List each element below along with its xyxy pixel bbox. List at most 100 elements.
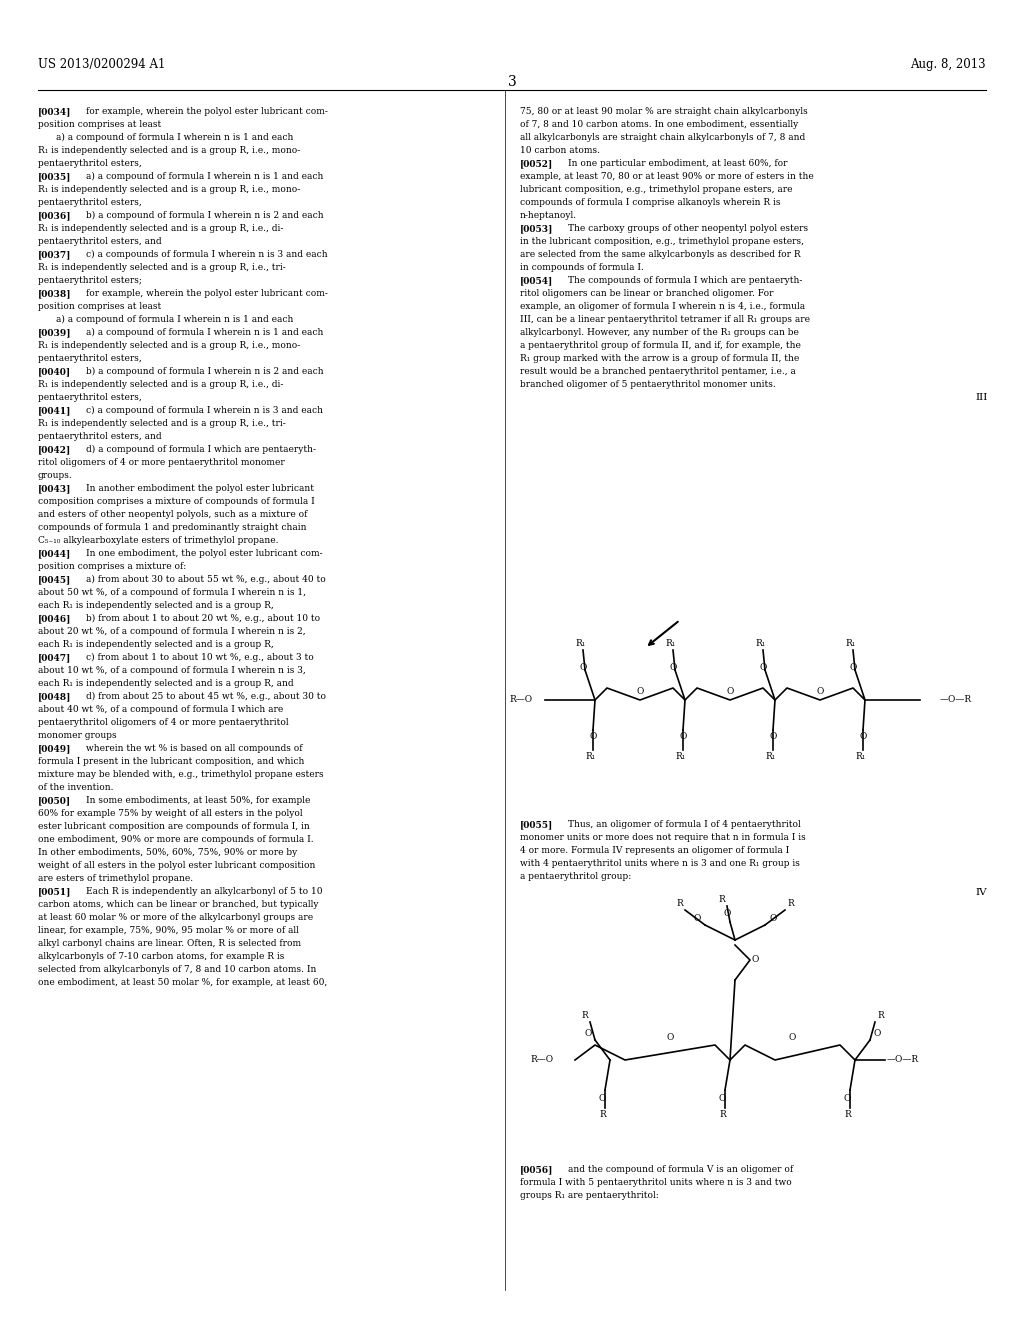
Text: 75, 80 or at least 90 molar % are straight chain alkylcarbonyls: 75, 80 or at least 90 molar % are straig…	[520, 107, 808, 116]
Text: O: O	[760, 663, 767, 672]
Text: compounds of formula I comprise alkanoyls wherein R is: compounds of formula I comprise alkanoyl…	[520, 198, 780, 207]
Text: R—O: R—O	[510, 696, 534, 705]
Text: Each R is independently an alkylcarbonyl of 5 to 10: Each R is independently an alkylcarbonyl…	[86, 887, 323, 896]
Text: [0039]: [0039]	[38, 327, 72, 337]
Text: position comprises a mixture of:: position comprises a mixture of:	[38, 562, 186, 572]
Text: R₁ is independently selected and is a group R, i.e., di-: R₁ is independently selected and is a gr…	[38, 224, 284, 234]
Text: [0055]: [0055]	[520, 820, 553, 829]
Text: pentaerythritol oligomers of 4 or more pentaerythritol: pentaerythritol oligomers of 4 or more p…	[38, 718, 289, 727]
Text: linear, for example, 75%, 90%, 95 molar % or more of all: linear, for example, 75%, 90%, 95 molar …	[38, 927, 299, 935]
Text: d) a compound of formula I which are pentaeryth-: d) a compound of formula I which are pen…	[86, 445, 316, 454]
Text: c) from about 1 to about 10 wt %, e.g., about 3 to: c) from about 1 to about 10 wt %, e.g., …	[86, 653, 313, 663]
Text: d) from about 25 to about 45 wt %, e.g., about 30 to: d) from about 25 to about 45 wt %, e.g.,…	[86, 692, 326, 701]
Text: [0052]: [0052]	[520, 158, 553, 168]
Text: O: O	[679, 733, 687, 741]
Text: R: R	[877, 1011, 884, 1020]
Text: R: R	[676, 899, 683, 908]
Text: R: R	[845, 1110, 851, 1119]
Text: wherein the wt % is based on all compounds of: wherein the wt % is based on all compoun…	[86, 744, 302, 752]
Text: example, at least 70, 80 or at least 90% or more of esters in the: example, at least 70, 80 or at least 90%…	[520, 172, 814, 181]
Text: R: R	[720, 1110, 726, 1119]
Text: R₁ is independently selected and is a group R, i.e., mono-: R₁ is independently selected and is a gr…	[38, 147, 300, 154]
Text: a) a compound of formula I wherein n is 1 and each: a) a compound of formula I wherein n is …	[56, 315, 293, 325]
Text: b) from about 1 to about 20 wt %, e.g., about 10 to: b) from about 1 to about 20 wt %, e.g., …	[86, 614, 321, 623]
Text: [0049]: [0049]	[38, 744, 72, 752]
Text: alkylcarbonyls of 7-10 carbon atoms, for example R is: alkylcarbonyls of 7-10 carbon atoms, for…	[38, 952, 285, 961]
Text: for example, wherein the polyol ester lubricant com-: for example, wherein the polyol ester lu…	[86, 107, 328, 116]
Text: all alkylcarbonyls are straight chain alkylcarbonyls of 7, 8 and: all alkylcarbonyls are straight chain al…	[520, 133, 805, 143]
Text: R₁: R₁	[766, 752, 776, 762]
Text: R: R	[600, 1110, 606, 1119]
Text: R: R	[718, 895, 725, 904]
Text: [0037]: [0037]	[38, 249, 72, 259]
Text: b) a compound of formula I wherein n is 2 and each: b) a compound of formula I wherein n is …	[86, 211, 324, 220]
Text: O: O	[585, 1030, 592, 1038]
Text: O: O	[873, 1030, 881, 1038]
Text: 3: 3	[508, 75, 516, 88]
Text: each R₁ is independently selected and is a group R,: each R₁ is independently selected and is…	[38, 640, 273, 649]
Text: 10 carbon atoms.: 10 carbon atoms.	[520, 147, 600, 154]
Text: O: O	[816, 686, 823, 696]
Text: ester lubricant composition are compounds of formula I, in: ester lubricant composition are compound…	[38, 822, 309, 832]
Text: groups R₁ are pentaerythritol:: groups R₁ are pentaerythritol:	[520, 1191, 658, 1200]
Text: about 40 wt %, of a compound of formula I which are: about 40 wt %, of a compound of formula …	[38, 705, 284, 714]
Text: [0041]: [0041]	[38, 407, 72, 414]
Text: [0048]: [0048]	[38, 692, 72, 701]
Text: and esters of other neopentyl polyols, such as a mixture of: and esters of other neopentyl polyols, s…	[38, 510, 307, 519]
Text: ritol oligomers can be linear or branched oligomer. For: ritol oligomers can be linear or branche…	[520, 289, 773, 298]
Text: R₁: R₁	[756, 639, 766, 648]
Text: pentaerythritol esters,: pentaerythritol esters,	[38, 158, 141, 168]
Text: a) a compound of formula I wherein n is 1 and each: a) a compound of formula I wherein n is …	[86, 327, 324, 337]
Text: about 10 wt %, of a compound of formula I wherein n is 3,: about 10 wt %, of a compound of formula …	[38, 667, 306, 675]
Text: [0056]: [0056]	[520, 1166, 553, 1173]
Text: example, an oligomer of formula I wherein n is 4, i.e., formula: example, an oligomer of formula I wherei…	[520, 302, 805, 312]
Text: of 7, 8 and 10 carbon atoms. In one embodiment, essentially: of 7, 8 and 10 carbon atoms. In one embo…	[520, 120, 799, 129]
Text: a pentaerythritol group of formula II, and if, for example, the: a pentaerythritol group of formula II, a…	[520, 341, 801, 350]
Text: O: O	[726, 686, 733, 696]
Text: each R₁ is independently selected and is a group R, and: each R₁ is independently selected and is…	[38, 678, 294, 688]
Text: [0038]: [0038]	[38, 289, 72, 298]
Text: Aug. 8, 2013: Aug. 8, 2013	[910, 58, 986, 71]
Text: pentaerythritol esters;: pentaerythritol esters;	[38, 276, 142, 285]
Text: composition comprises a mixture of compounds of formula I: composition comprises a mixture of compo…	[38, 498, 314, 506]
Text: branched oligomer of 5 pentaerythritol monomer units.: branched oligomer of 5 pentaerythritol m…	[520, 380, 776, 389]
Text: R₁ is independently selected and is a group R, i.e., tri-: R₁ is independently selected and is a gr…	[38, 263, 286, 272]
Text: O: O	[718, 1094, 726, 1104]
Text: —O—R: —O—R	[887, 1056, 920, 1064]
Text: O: O	[849, 663, 857, 672]
Text: selected from alkylcarbonyls of 7, 8 and 10 carbon atoms. In: selected from alkylcarbonyls of 7, 8 and…	[38, 965, 316, 974]
Text: a) a compound of formula I wherein n is 1 and each: a) a compound of formula I wherein n is …	[86, 172, 324, 181]
Text: c) a compounds of formula I wherein n is 3 and each: c) a compounds of formula I wherein n is…	[86, 249, 328, 259]
Text: c) a compound of formula I wherein n is 3 and each: c) a compound of formula I wherein n is …	[86, 407, 323, 414]
Text: R₁: R₁	[846, 639, 856, 648]
Text: O: O	[769, 733, 776, 741]
Text: each R₁ is independently selected and is a group R,: each R₁ is independently selected and is…	[38, 601, 273, 610]
Text: In one embodiment, the polyol ester lubricant com-: In one embodiment, the polyol ester lubr…	[86, 549, 323, 558]
Text: formula I present in the lubricant composition, and which: formula I present in the lubricant compo…	[38, 756, 304, 766]
Text: in the lubricant composition, e.g., trimethylol propane esters,: in the lubricant composition, e.g., trim…	[520, 238, 804, 246]
Text: monomer units or more does not require that n in formula I is: monomer units or more does not require t…	[520, 833, 806, 842]
Text: [0035]: [0035]	[38, 172, 72, 181]
Text: R₁: R₁	[666, 639, 676, 648]
Text: pentaerythritol esters,: pentaerythritol esters,	[38, 354, 141, 363]
Text: b) a compound of formula I wherein n is 2 and each: b) a compound of formula I wherein n is …	[86, 367, 324, 376]
Text: R₁: R₁	[586, 752, 596, 762]
Text: [0046]: [0046]	[38, 614, 72, 623]
Text: The carboxy groups of other neopentyl polyol esters: The carboxy groups of other neopentyl po…	[568, 224, 808, 234]
Text: R₁ group marked with the arrow is a group of formula II, the: R₁ group marked with the arrow is a grou…	[520, 354, 800, 363]
Text: pentaerythritol esters,: pentaerythritol esters,	[38, 198, 141, 207]
Text: The compounds of formula I which are pentaeryth-: The compounds of formula I which are pen…	[568, 276, 803, 285]
Text: R₁ is independently selected and is a group R, i.e., tri-: R₁ is independently selected and is a gr…	[38, 418, 286, 428]
Text: position comprises at least: position comprises at least	[38, 120, 161, 129]
Text: n-heptanoyl.: n-heptanoyl.	[520, 211, 578, 220]
Text: [0042]: [0042]	[38, 445, 72, 454]
Text: [0054]: [0054]	[520, 276, 553, 285]
Text: In some embodiments, at least 50%, for example: In some embodiments, at least 50%, for e…	[86, 796, 310, 805]
Text: for example, wherein the polyol ester lubricant com-: for example, wherein the polyol ester lu…	[86, 289, 328, 298]
Text: R₁ is independently selected and is a group R, i.e., mono-: R₁ is independently selected and is a gr…	[38, 341, 300, 350]
Text: 60% for example 75% by weight of all esters in the polyol: 60% for example 75% by weight of all est…	[38, 809, 303, 818]
Text: O: O	[788, 1034, 796, 1041]
Text: [0053]: [0053]	[520, 224, 553, 234]
Text: monomer groups: monomer groups	[38, 731, 117, 741]
Text: O: O	[598, 1094, 605, 1104]
